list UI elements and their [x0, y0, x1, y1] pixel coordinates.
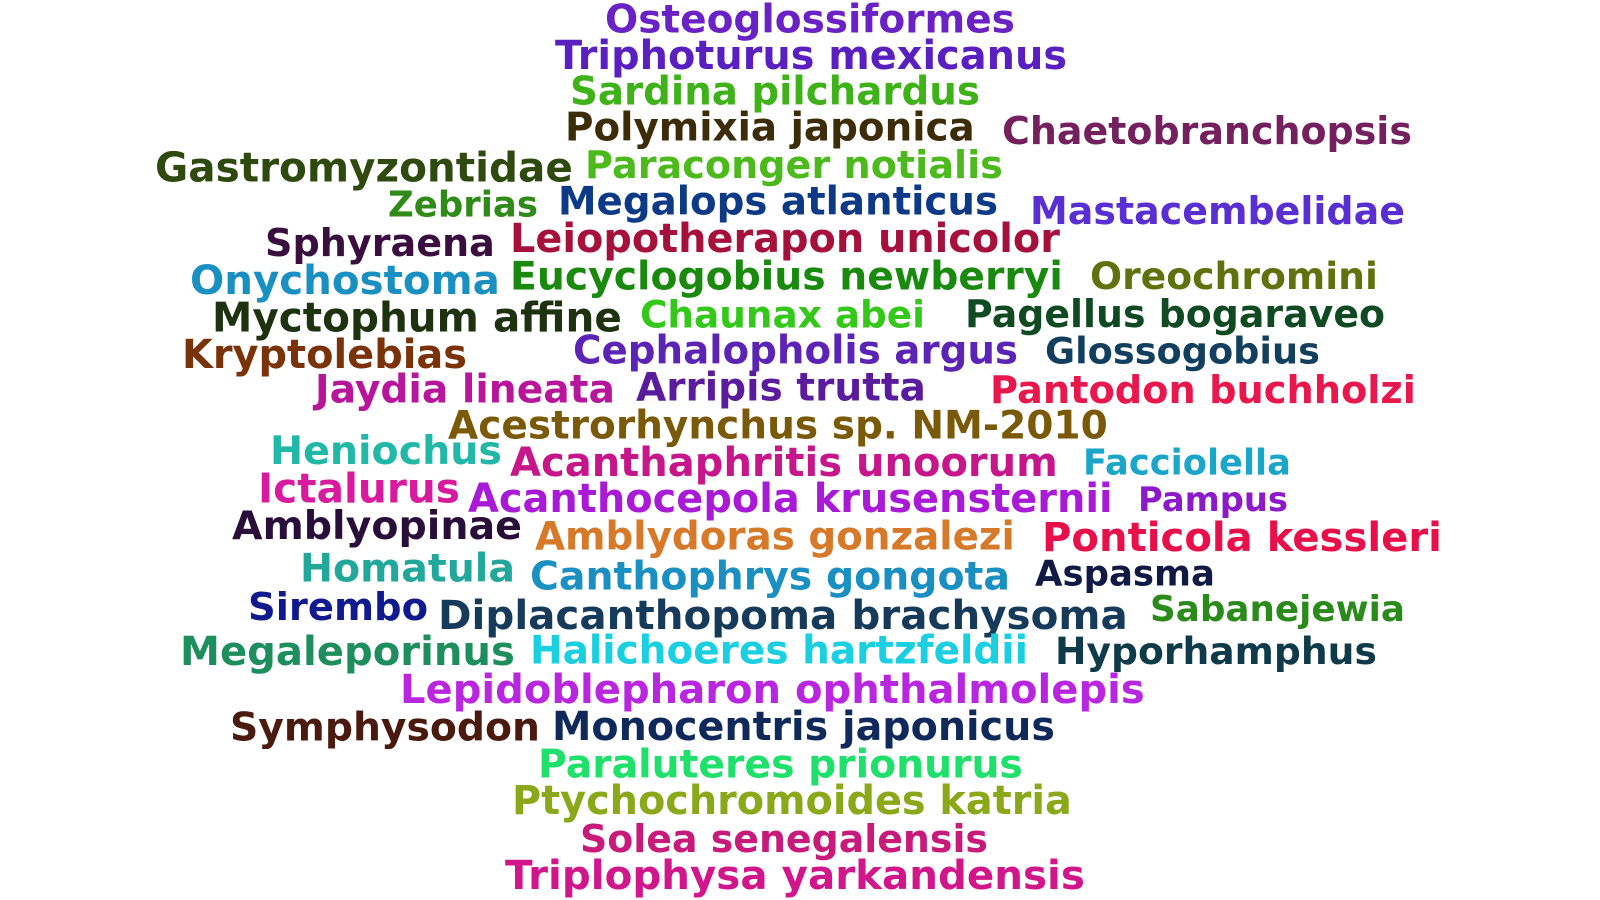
word-paraluteres-prionurus: Paraluteres prionurus: [538, 742, 1023, 788]
word-leiopotherapon-unicolor: Leiopotherapon unicolor: [510, 216, 1060, 263]
word-sphyraena: Sphyraena: [265, 220, 495, 265]
word-chaetobranchopsis: Chaetobranchopsis: [1002, 109, 1412, 154]
word-triplophysa-yarkandensis: Triplophysa yarkandensis: [505, 851, 1085, 899]
word-ictalurus: Ictalurus: [258, 464, 460, 513]
word-pagellus-bogaraveo: Pagellus bogaraveo: [965, 292, 1386, 337]
word-facciolella: Facciolella: [1083, 442, 1291, 484]
word-megaleporinus: Megaleporinus: [180, 628, 515, 675]
word-pampus: Pampus: [1138, 480, 1288, 520]
word-myctophum-affine: Myctophum affine: [212, 293, 622, 342]
word-sardina-pilchardus: Sardina pilchardus: [570, 69, 980, 115]
word-acestrorhynchus-sp-nm-2010: Acestrorhynchus sp. NM-2010: [448, 403, 1108, 449]
word-chaunax-abei: Chaunax abei: [640, 292, 925, 337]
word-arripis-trutta: Arripis trutta: [636, 365, 926, 411]
word-acanthocepola-krusensternii: Acanthocepola krusensternii: [468, 476, 1113, 523]
word-mastacembelidae: Mastacembelidae: [1030, 189, 1405, 234]
word-halichoeres-hartzfeldii: Halichoeres hartzfeldii: [530, 628, 1028, 674]
word-megalops-atlanticus: Megalops atlanticus: [558, 179, 999, 225]
word-amblydoras-gonzalezi: Amblydoras gonzalezi: [535, 514, 1015, 560]
word-diplacanthopoma-brachysoma: Diplacanthopoma brachysoma: [438, 590, 1128, 639]
word-kryptolebias: Kryptolebias: [182, 332, 468, 379]
word-lepidoblepharon-ophthalmolepis: Lepidoblepharon ophthalmolepis: [400, 666, 1145, 713]
word-monocentris-japonicus: Monocentris japonicus: [552, 704, 1055, 751]
word-cephalopholis-argus: Cephalopholis argus: [573, 328, 1018, 374]
word-acanthaphritis-unoorum: Acanthaphritis unoorum: [510, 439, 1058, 486]
word-polymixia-japonica: Polymixia japonica: [565, 105, 975, 151]
word-homatula: Homatula: [300, 545, 515, 592]
word-sabanejewia: Sabanejewia: [1150, 589, 1405, 631]
word-canthophrys-gongota: Canthophrys gongota: [530, 553, 1010, 600]
word-oreochromini: Oreochromini: [1090, 254, 1378, 299]
word-onychostoma: Onychostoma: [190, 256, 500, 304]
word-triphoturus-mexicanus: Triphoturus mexicanus: [555, 33, 1068, 80]
word-ponticola-kessleri: Ponticola kessleri: [1042, 514, 1442, 561]
word-paraconger-notialis: Paraconger notialis: [585, 142, 1003, 187]
word-zebrias: Zebrias: [388, 184, 538, 226]
word-aspasma: Aspasma: [1035, 553, 1215, 595]
word-sirembo: Sirembo: [248, 584, 429, 630]
word-osteoglossiformes: Osteoglossiformes: [605, 0, 1015, 43]
word-pantodon-buchholzi: Pantodon buchholzi: [990, 367, 1416, 413]
word-glossogobius: Glossogobius: [1045, 329, 1320, 373]
word-heniochus: Heniochus: [270, 428, 502, 475]
word-gastromyzontidae: Gastromyzontidae: [155, 143, 573, 192]
word-jaydia-lineata: Jaydia lineata: [315, 367, 615, 413]
word-symphysodon: Symphysodon: [230, 705, 540, 751]
word-amblyopinae: Amblyopinae: [232, 503, 522, 550]
word-ptychochromoides-katria: Ptychochromoides katria: [512, 778, 1072, 825]
word-eucyclogobius-newberryi: Eucyclogobius newberryi: [510, 254, 1063, 300]
word-hyporhamphus: Hyporhamphus: [1055, 629, 1377, 674]
word-solea-senegalensis: Solea senegalensis: [580, 817, 988, 862]
